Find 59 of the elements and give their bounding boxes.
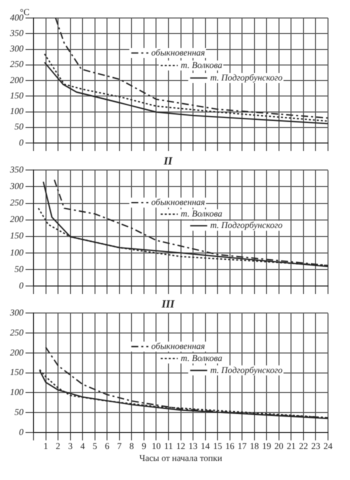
x-tick-label: 20 (274, 441, 284, 452)
y-tick-label: 150 (10, 367, 24, 378)
y-tick-label: 50 (14, 122, 24, 132)
y-tick-label: 0 (19, 280, 24, 290)
x-tick-label: 19 (262, 441, 272, 452)
y-tick-label: 250 (10, 198, 24, 208)
x-tick-label: 3 (68, 441, 74, 452)
x-tick-label: 13 (188, 441, 198, 452)
y-tick-label: 300 (9, 308, 24, 318)
y-tick-label: 200 (10, 214, 24, 224)
x-tick-label: 15 (213, 441, 223, 452)
y-tick-label: 100 (10, 247, 24, 258)
x-tick-label: 11 (164, 441, 173, 452)
chart-title: III (160, 298, 176, 310)
y-tick-label: 250 (10, 327, 24, 338)
y-tick-label: 50 (14, 406, 24, 417)
y-tick-label: 100 (10, 387, 24, 398)
x-tick-label: 9 (142, 441, 147, 452)
y-tick-label: 150 (10, 230, 24, 241)
x-tick-label: 17 (238, 441, 248, 452)
legend-label: обыкновенная (151, 47, 206, 58)
legend-label: т. Волкова (180, 352, 223, 363)
y-tick-label: 0 (19, 137, 24, 148)
legend-label: т. Подгорбунского (210, 72, 283, 82)
y-tick-label: 100 (10, 106, 24, 116)
x-tick-label: 1 (44, 441, 48, 452)
x-axis-title: Часы от начала топки (139, 452, 222, 463)
x-tick-label: 24 (324, 441, 333, 452)
x-tick-label: 14 (200, 441, 210, 452)
x-tick-label: 5 (92, 441, 98, 452)
legend-label: т. Волкова (180, 60, 223, 70)
legend-label: обыкновенная (151, 196, 206, 207)
x-tick-label: 18 (250, 441, 260, 452)
legend-label: т. Волкова (180, 208, 223, 219)
chart-title: II (162, 155, 173, 168)
y-tick-label: 350 (9, 164, 24, 175)
y-tick-label: 50 (14, 264, 24, 274)
legend-label: обыкновенная (151, 340, 206, 351)
x-tick-label: 2 (56, 441, 60, 452)
y-tick-label: 250 (10, 59, 24, 70)
x-tick-label: 12 (176, 441, 186, 452)
x-tick-label: 4 (80, 441, 86, 452)
y-tick-label: 0 (19, 426, 24, 437)
x-tick-label: 10 (152, 441, 162, 452)
y-tick-label: 150 (10, 90, 24, 100)
legend-label: т. Подгорбунского (210, 220, 283, 230)
x-tick-label: 8 (129, 441, 134, 452)
x-tick-label: 23 (311, 441, 321, 452)
x-tick-label: 22 (298, 441, 308, 452)
x-tick-label: 21 (286, 441, 296, 452)
y-tick-label: 200 (10, 74, 24, 85)
y-tick-label: 300 (9, 44, 24, 54)
x-tick-label: 16 (225, 441, 235, 452)
y-tick-label: 300 (9, 181, 24, 192)
x-tick-label: 7 (117, 441, 122, 452)
legend-label: т. Подгорбунского (210, 364, 283, 375)
y-tick-label: 200 (10, 347, 24, 358)
y-tick-label: 350 (9, 28, 24, 38)
x-tick-label: 6 (104, 441, 110, 452)
